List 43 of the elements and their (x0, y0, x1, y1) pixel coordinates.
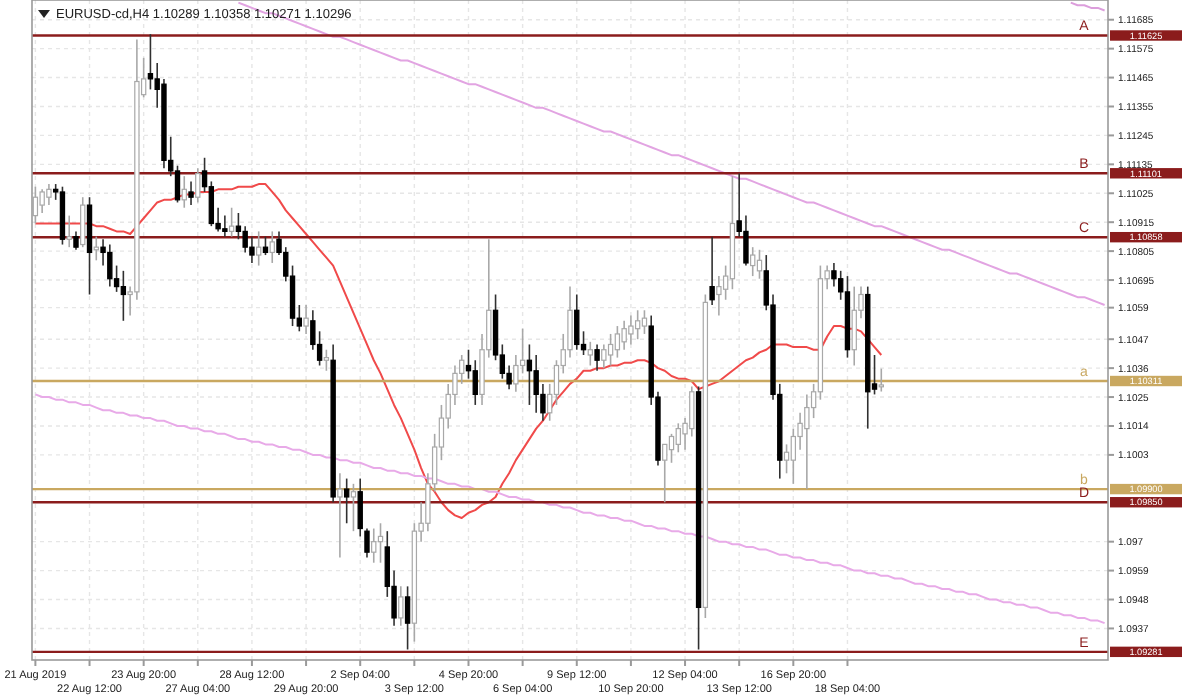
candlestick (337, 472, 343, 559)
candlestick (614, 325, 621, 359)
candlestick (269, 230, 275, 264)
candlestick (46, 183, 52, 206)
candlestick (662, 443, 668, 504)
candlestick (222, 214, 228, 238)
candlestick (398, 585, 404, 627)
candlestick (86, 196, 93, 296)
candlestick (59, 185, 66, 246)
candlestick (574, 293, 580, 351)
candlestick (594, 343, 600, 372)
candlestick (607, 333, 614, 367)
candlestick (188, 180, 194, 206)
candlestick (107, 243, 113, 288)
candlestick (350, 483, 357, 532)
candlestick (377, 522, 384, 564)
candlestick (878, 367, 884, 393)
candlestick (256, 230, 262, 267)
candlestick (323, 348, 330, 372)
candlestick (709, 235, 715, 306)
candlestick (750, 246, 756, 277)
candlestick (66, 214, 72, 248)
candlestick (628, 314, 634, 346)
candlestick (262, 235, 269, 256)
candlestick (621, 320, 627, 351)
candlestick (783, 443, 790, 475)
candlestick (587, 341, 593, 367)
candlestick (634, 309, 641, 340)
candlestick (404, 585, 411, 651)
candlestick (73, 230, 79, 251)
candlestick (228, 206, 235, 238)
line-series (34, 393, 1106, 625)
candlestick (303, 304, 309, 335)
candlestick (343, 477, 350, 525)
candlestick (851, 285, 857, 367)
candlestick (80, 196, 86, 248)
candlestick (195, 167, 201, 204)
candlestick (641, 309, 648, 335)
candlestick (32, 185, 39, 225)
candlestick (120, 270, 127, 322)
candlestick (472, 359, 478, 406)
candlestick (675, 422, 681, 454)
candlestick (371, 527, 377, 564)
